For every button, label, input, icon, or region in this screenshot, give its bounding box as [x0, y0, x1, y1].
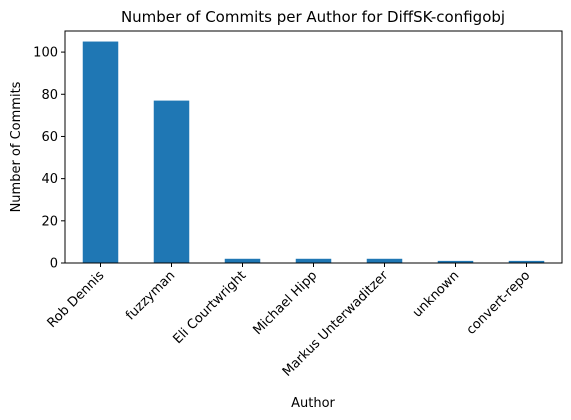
- y-tick-label-4: 80: [41, 88, 58, 103]
- bar-6: [508, 260, 545, 263]
- y-axis-label: Number of Commits: [9, 81, 24, 212]
- bar-0: [82, 41, 119, 263]
- bar-4: [366, 258, 403, 263]
- y-tick-label-0: 0: [50, 257, 58, 272]
- x-tick-label-1: fuzzyman: [123, 268, 178, 323]
- x-tick-label-3: Michael Hipp: [250, 268, 320, 338]
- bar-1: [153, 100, 190, 263]
- bar-3: [295, 258, 332, 263]
- y-axis-ticks: 0 20 40 60 80 100: [33, 46, 65, 272]
- bar-5: [437, 260, 474, 263]
- y-tick-label-1: 20: [41, 214, 58, 229]
- y-tick-label-5: 100: [33, 46, 58, 61]
- x-axis-label: Author: [291, 396, 335, 411]
- y-tick-label-3: 60: [41, 130, 58, 145]
- y-tick-label-2: 40: [41, 172, 58, 187]
- bar-2: [224, 258, 261, 263]
- chart-title: Number of Commits per Author for DiffSK-…: [121, 8, 505, 26]
- plot-frame: [64, 30, 563, 264]
- x-tick-label-6: convert-repo: [464, 268, 534, 338]
- x-tick-label-2: Eli Courtwright: [171, 268, 250, 347]
- bars-group: [82, 41, 545, 263]
- x-tick-label-5: unknown: [410, 268, 462, 320]
- x-tick-label-0: Rob Dennis: [45, 268, 108, 331]
